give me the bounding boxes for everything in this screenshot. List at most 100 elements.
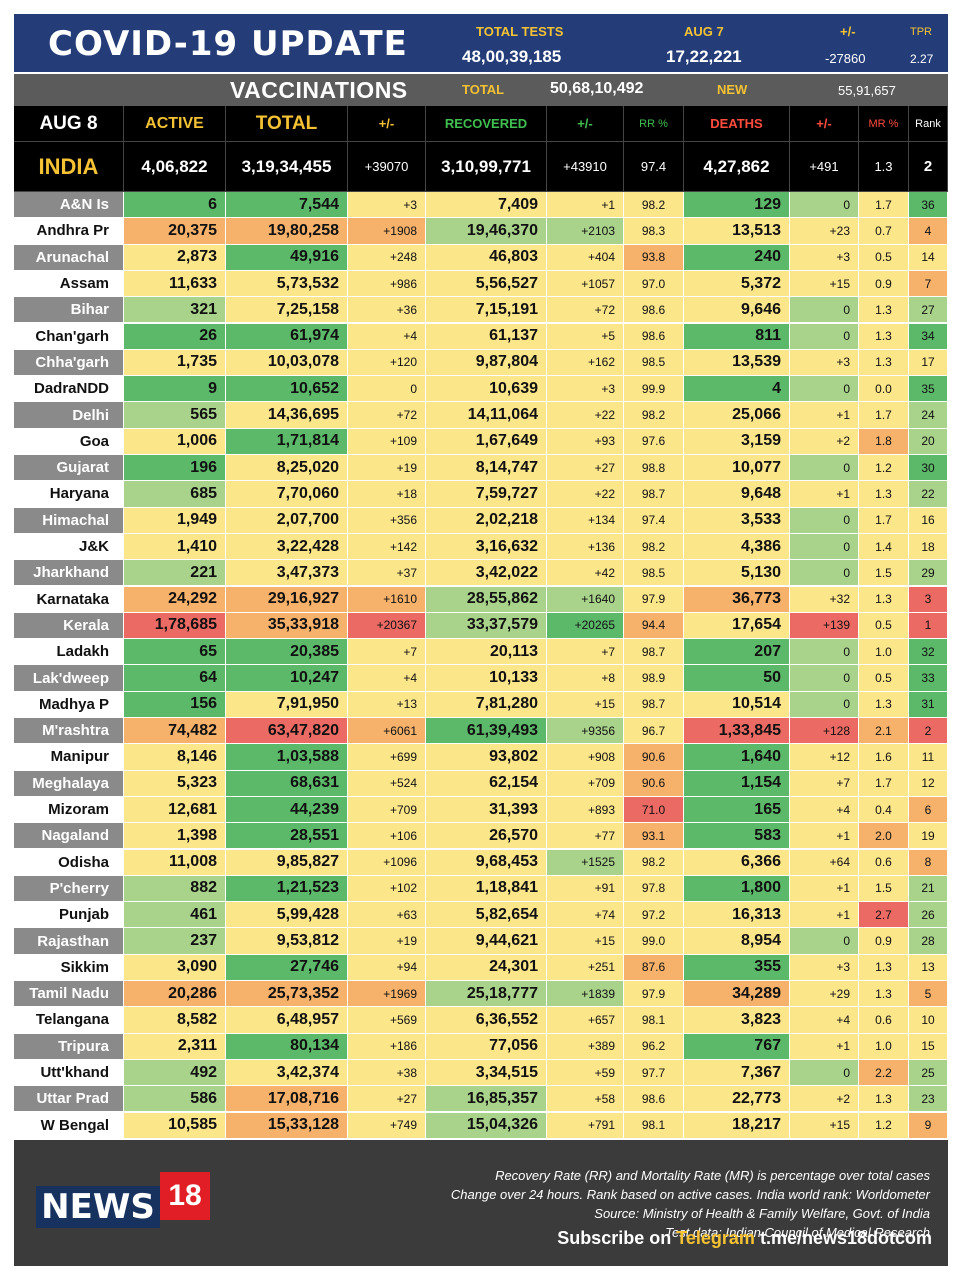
cell-active: 6 bbox=[124, 192, 226, 219]
cell-total: 8,25,020 bbox=[226, 455, 348, 482]
cell-recovered-change: +20265 bbox=[547, 612, 624, 640]
cell-deaths-change: 0 bbox=[790, 192, 859, 219]
cell-rr: 98.5 bbox=[624, 560, 684, 587]
cell-name: J&K bbox=[14, 533, 124, 561]
cell-name: DadraNDD bbox=[14, 376, 124, 403]
cell-recovered-change: +1640 bbox=[547, 586, 624, 613]
table-row: J&K 1,410 3,22,428 +142 3,16,632 +136 98.2 4,38… bbox=[14, 533, 948, 561]
cell-recovered-change: +72 bbox=[547, 297, 624, 324]
table-row: Chan'garh 26 61,974 +4 61,137 +5 98.6 811 0 1.3 34 bbox=[14, 323, 948, 350]
cell-deaths: 5,130 bbox=[684, 560, 790, 587]
cell-deaths-change: 0 bbox=[790, 507, 859, 534]
table-row: Karnataka 24,292 29,16,927 +1610 28,55,862 +1… bbox=[14, 586, 948, 613]
table-row: Bihar 321 7,25,158 +36 7,15,191 +72 98.6 9,646 0… bbox=[14, 297, 948, 324]
cell-mr: 1.3 bbox=[859, 691, 909, 718]
cell-mr: 0.7 bbox=[859, 218, 909, 245]
cell-total: 7,25,158 bbox=[226, 297, 348, 324]
cell-deaths-change: +1 bbox=[790, 402, 859, 429]
table-row: Utt'khand 492 3,42,374 +38 3,34,515 +59 97.7 7,… bbox=[14, 1059, 948, 1087]
cell-deaths-change: +1 bbox=[790, 875, 859, 903]
cell-total-change: +248 bbox=[348, 244, 426, 271]
cell-active: 10,585 bbox=[124, 1112, 226, 1139]
cell-mr: 1.8 bbox=[859, 428, 909, 455]
cell-total-change: +36 bbox=[348, 297, 426, 324]
logo-18-text: 18 bbox=[160, 1172, 210, 1220]
cell-mr: 1.0 bbox=[859, 1033, 909, 1060]
cell-recovered: 1,67,649 bbox=[426, 428, 547, 455]
cell-recovered: 3,42,022 bbox=[426, 560, 547, 587]
cell-recovered-change: +59 bbox=[547, 1059, 624, 1087]
cell-total: 28,551 bbox=[226, 823, 348, 850]
cell-deaths-change: +1 bbox=[790, 823, 859, 850]
table-row: Nagaland 1,398 28,551 +106 26,570 +77 93.1 583 +… bbox=[14, 823, 948, 850]
cell-mr: 1.7 bbox=[859, 770, 909, 797]
cell-active: 196 bbox=[124, 455, 226, 482]
cell-rr: 94.4 bbox=[624, 612, 684, 640]
cell-name: Chan'garh bbox=[14, 323, 124, 350]
cell-rank: 21 bbox=[909, 875, 948, 903]
cell-rr: 98.3 bbox=[624, 218, 684, 245]
cell-total: 80,134 bbox=[226, 1033, 348, 1060]
cell-total-change: +27 bbox=[348, 1086, 426, 1113]
cell-rr: 97.0 bbox=[624, 270, 684, 298]
cell-active: 461 bbox=[124, 902, 226, 929]
cell-recovered-change: +74 bbox=[547, 902, 624, 929]
cell-name: Arunachal bbox=[14, 244, 124, 271]
cell-total: 1,03,588 bbox=[226, 744, 348, 771]
cell-rank: 15 bbox=[909, 1033, 948, 1060]
cell-total-change: +699 bbox=[348, 744, 426, 771]
cell-total: 10,247 bbox=[226, 665, 348, 692]
cell-active: 1,398 bbox=[124, 823, 226, 850]
column-header-name: AUG 8 bbox=[14, 106, 124, 142]
cell-deaths-change: 0 bbox=[790, 533, 859, 561]
cell-name: Telangana bbox=[14, 1007, 124, 1034]
cell-deaths-change: +15 bbox=[790, 270, 859, 298]
table-row: Jharkhand 221 3,47,373 +37 3,42,022 +42 98.5 5,… bbox=[14, 560, 948, 587]
cell-deaths-change: +32 bbox=[790, 586, 859, 613]
cell-total-change: +142 bbox=[348, 533, 426, 561]
cell-deaths-change: 0 bbox=[790, 639, 859, 666]
cell-rank: 30 bbox=[909, 455, 948, 482]
cell-deaths-change: +3 bbox=[790, 349, 859, 377]
column-header-total: TOTAL bbox=[226, 106, 348, 142]
cell-rr: 97.8 bbox=[624, 875, 684, 903]
cell-recovered: 19,46,370 bbox=[426, 218, 547, 245]
cell-mr: 1.3 bbox=[859, 1086, 909, 1113]
table-row: M'rashtra 74,482 63,47,820 +6061 61,39,493 +9… bbox=[14, 718, 948, 745]
cell-active: 65 bbox=[124, 639, 226, 666]
cell-mr: 0.9 bbox=[859, 928, 909, 955]
cell-total-change: +569 bbox=[348, 1007, 426, 1034]
subscribe-link[interactable]: t.me/news18dotcom bbox=[759, 1228, 932, 1248]
total-tests-value: 48,00,39,185 bbox=[462, 47, 562, 66]
cell-deaths: 13,539 bbox=[684, 349, 790, 377]
cell-total-change: +7 bbox=[348, 639, 426, 666]
table-row: Odisha 11,008 9,85,827 +1096 9,68,453 +1525 98… bbox=[14, 849, 948, 876]
cell-rank: 2 bbox=[909, 142, 948, 192]
cell-rank: 32 bbox=[909, 639, 948, 666]
cell-rank: 8 bbox=[909, 849, 948, 876]
cell-total: 7,70,060 bbox=[226, 481, 348, 508]
cell-mr: 1.3 bbox=[859, 481, 909, 508]
cell-total: 44,239 bbox=[226, 796, 348, 824]
footnote-test-data: Test data: Indian Council of Medical Res… bbox=[665, 1225, 930, 1240]
cell-recovered: 7,81,280 bbox=[426, 691, 547, 718]
vaccinations-title: VACCINATIONS bbox=[230, 77, 408, 103]
cell-recovered: 7,15,191 bbox=[426, 297, 547, 324]
footer: NEWS 18 Recovery Rate (RR) and Mortality… bbox=[14, 1140, 948, 1266]
cell-deaths: 1,33,845 bbox=[684, 718, 790, 745]
cell-rr: 90.6 bbox=[624, 744, 684, 771]
cell-rr: 98.7 bbox=[624, 639, 684, 666]
cell-active: 586 bbox=[124, 1086, 226, 1113]
footnote-change: Change over 24 hours. Rank based on acti… bbox=[450, 1187, 930, 1202]
cell-rank: 7 bbox=[909, 270, 948, 298]
cell-recovered: 7,59,727 bbox=[426, 481, 547, 508]
cell-total-change: +1610 bbox=[348, 586, 426, 613]
column-header-total-change: +/- bbox=[348, 106, 426, 142]
cell-recovered-change: +709 bbox=[547, 770, 624, 797]
cell-name: Uttar Prad bbox=[14, 1086, 124, 1113]
cell-recovered-change: +27 bbox=[547, 455, 624, 482]
cell-total-change: +1096 bbox=[348, 849, 426, 876]
cell-name: Sikkim bbox=[14, 954, 124, 981]
cell-total: 49,916 bbox=[226, 244, 348, 271]
cell-deaths-change: +3 bbox=[790, 244, 859, 271]
